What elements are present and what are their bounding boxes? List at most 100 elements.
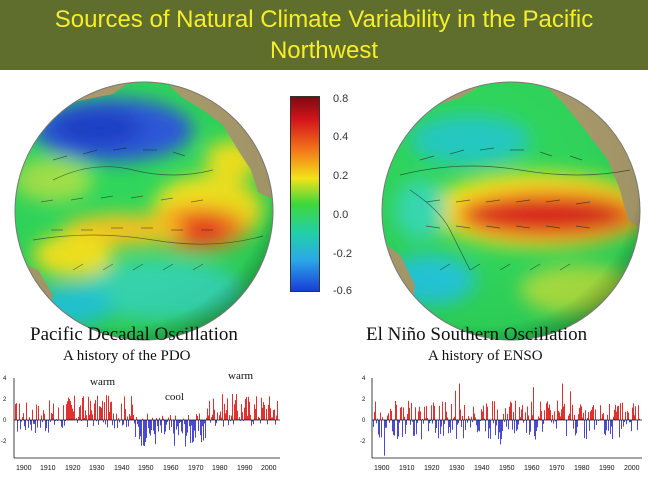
series-bar — [232, 394, 233, 420]
series-bar — [69, 398, 70, 420]
series-bar — [64, 420, 65, 426]
pdo-xtick-7: 1970 — [188, 465, 204, 472]
pdo-xtick-6: 1960 — [163, 465, 179, 472]
series-bar — [459, 383, 460, 420]
series-bar — [554, 411, 555, 420]
series-bar — [124, 396, 125, 420]
series-bar — [96, 420, 97, 422]
series-bar — [204, 420, 205, 424]
series-bar — [89, 414, 90, 420]
pdo-xtick-4: 1940 — [114, 465, 130, 472]
series-bar — [121, 403, 122, 420]
series-bar — [166, 420, 167, 425]
series-bar — [223, 420, 224, 427]
series-bar — [498, 420, 499, 440]
series-bar — [624, 420, 625, 423]
series-bar — [260, 420, 261, 424]
series-bar — [519, 407, 520, 420]
series-bar — [613, 416, 614, 420]
series-bar — [149, 420, 150, 434]
series-bar — [52, 413, 53, 420]
series-bar — [538, 416, 539, 420]
series-bar — [200, 420, 201, 436]
series-bar — [38, 405, 39, 420]
series-bar — [605, 420, 606, 436]
series-bar — [601, 418, 602, 420]
series-bar — [455, 390, 456, 420]
series-bar — [68, 397, 69, 420]
series-bar — [586, 420, 587, 440]
series-bar — [460, 409, 461, 420]
series-bar — [572, 404, 573, 420]
series-bar — [619, 420, 620, 438]
series-bar — [114, 420, 115, 429]
series-bar — [389, 420, 390, 423]
series-bar — [274, 409, 275, 420]
pdo-label-warm-1: warm — [90, 376, 116, 388]
series-bar — [407, 414, 408, 420]
series-bar — [421, 420, 422, 440]
series-bar — [423, 420, 424, 424]
series-bar — [388, 413, 389, 420]
series-bar — [499, 420, 500, 433]
series-bar — [413, 420, 414, 436]
series-bar — [158, 420, 159, 432]
colorbar-label-2: 0.2 — [333, 170, 349, 182]
series-bar — [53, 403, 54, 420]
series-bar — [244, 407, 245, 420]
series-bar — [639, 418, 640, 420]
slide-title-bar: Sources of Natural Climate Variability i… — [0, 0, 648, 70]
series-bar — [208, 415, 209, 420]
series-bar — [562, 383, 563, 420]
series-bar — [55, 420, 56, 421]
series-bar — [207, 408, 208, 420]
series-bar — [534, 420, 535, 437]
series-bar — [395, 401, 396, 420]
enso-bars — [373, 383, 640, 456]
series-bar — [514, 420, 515, 434]
series-bar — [475, 417, 476, 420]
series-bar — [109, 412, 110, 420]
series-bar — [439, 405, 440, 420]
series-bar — [229, 415, 230, 420]
series-bar — [449, 420, 450, 428]
series-bar — [561, 409, 562, 420]
pdo-subtitle: A history of the PDO — [63, 348, 191, 364]
series-bar — [84, 417, 85, 420]
series-bar — [419, 406, 420, 420]
series-bar — [448, 420, 449, 434]
series-bar — [270, 408, 271, 420]
series-bar — [230, 420, 231, 422]
series-bar — [45, 420, 46, 432]
series-bar — [259, 417, 260, 420]
series-bar — [471, 416, 472, 420]
series-bar — [251, 420, 252, 426]
series-bar — [563, 406, 564, 420]
enso-xtick-0: 1900 — [374, 465, 390, 472]
series-bar — [617, 406, 618, 420]
series-bar — [470, 420, 471, 428]
series-bar — [490, 420, 491, 439]
series-bar — [123, 420, 124, 425]
series-bar — [164, 420, 165, 435]
series-bar — [50, 420, 51, 422]
series-bar — [170, 415, 171, 420]
series-bar — [426, 405, 427, 420]
series-bar — [245, 398, 246, 420]
series-bar — [267, 420, 268, 425]
series-bar — [273, 409, 274, 420]
series-bar — [510, 401, 511, 420]
series-bar — [380, 412, 381, 420]
series-bar — [92, 414, 93, 420]
series-bar — [570, 391, 571, 420]
series-bar — [243, 420, 244, 421]
series-bar — [582, 417, 583, 420]
colorbar — [290, 96, 320, 292]
series-bar — [71, 404, 72, 420]
series-bar — [377, 418, 378, 420]
series-bar — [596, 420, 597, 426]
series-bar — [628, 412, 629, 420]
series-bar — [97, 395, 98, 420]
series-bar — [447, 417, 448, 420]
series-bar — [531, 401, 532, 420]
